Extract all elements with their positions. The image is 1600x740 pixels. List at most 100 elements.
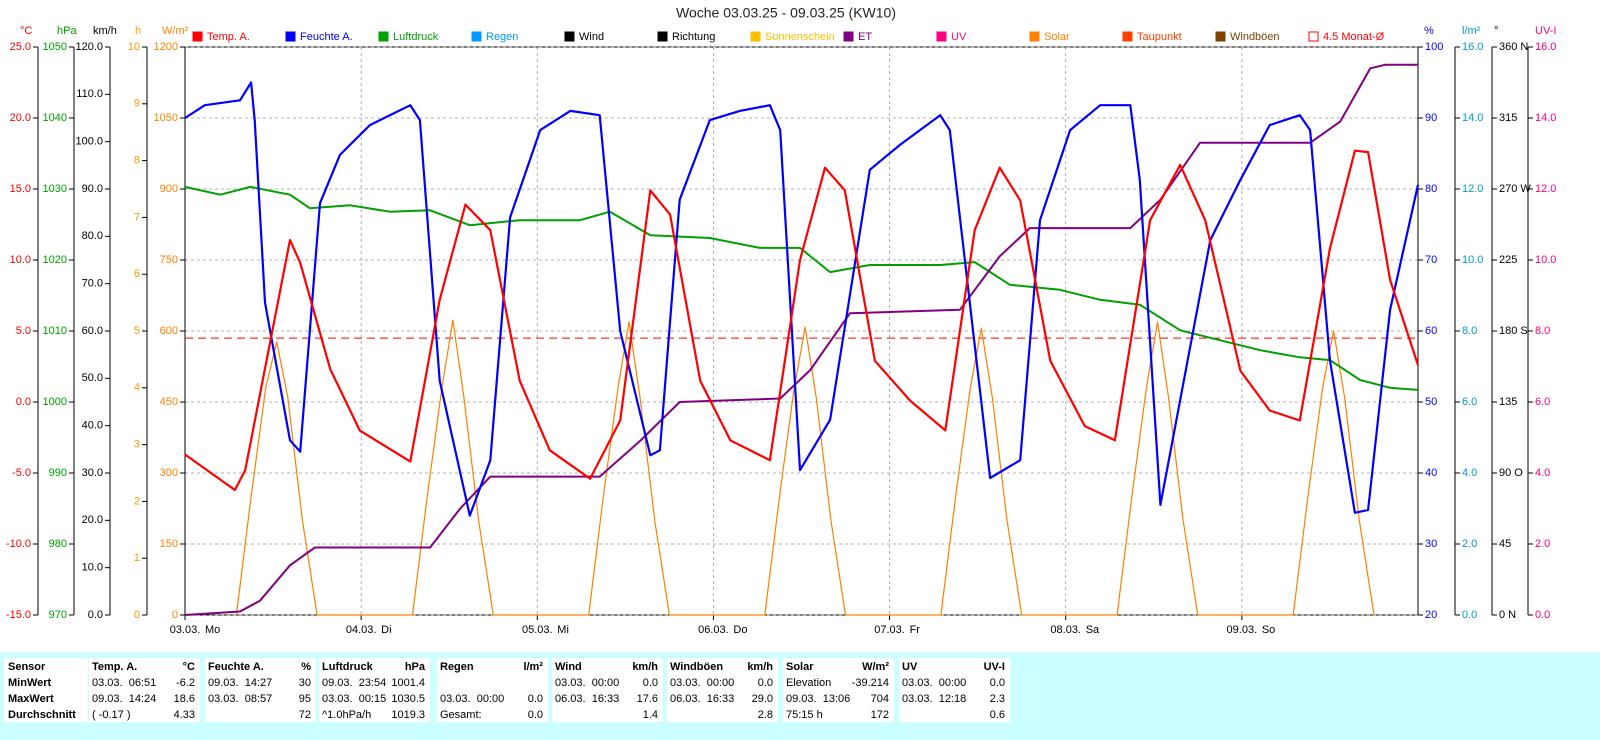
y-tick-label: 80.0 — [82, 230, 103, 242]
legend-swatch — [936, 31, 947, 42]
y-tick-label: 10.0 — [82, 562, 103, 574]
y-tick-label: 10.0 — [1535, 254, 1556, 266]
y-tick-label: 360 N — [1499, 41, 1528, 53]
y-tick-label: 0.0 — [1462, 609, 1477, 621]
y-tick-label: 80 — [1425, 183, 1437, 195]
legend-swatch — [192, 31, 203, 42]
y-tick-label: 15.0 — [10, 183, 31, 195]
y-tick-label: 30.0 — [82, 467, 103, 479]
x-tick-label: 03.03. — [170, 624, 201, 636]
weekday-label: Di — [381, 624, 391, 636]
table-value: 704 — [871, 693, 889, 705]
y-tick-label: 14.0 — [1462, 112, 1483, 124]
y-tick-label: 315 — [1499, 112, 1517, 124]
axis-unit: ° — [1494, 25, 1498, 37]
table-cell-bg — [783, 658, 894, 722]
table-value: 0.6 — [990, 709, 1005, 721]
axis-unit: W/m² — [162, 25, 189, 37]
table-cell: 09.03. 14:24 — [92, 693, 156, 705]
table-cell-bg — [89, 658, 200, 722]
legend-label: Solar — [1044, 31, 1070, 43]
y-tick-label: 6.0 — [1535, 396, 1550, 408]
table-column-unit: hPa — [405, 661, 426, 673]
y-tick-label: 90.0 — [82, 183, 103, 195]
y-tick-label: 4.0 — [1462, 467, 1477, 479]
y-tick-label: 0.0 — [88, 609, 103, 621]
y-tick-label: 60 — [1425, 325, 1437, 337]
table-cell-bg — [437, 658, 548, 722]
legend-swatch — [1215, 31, 1226, 42]
table-cell-bg — [4, 658, 88, 722]
y-tick-label: 20 — [1425, 609, 1437, 621]
table-row-label: Durchschnitt — [8, 709, 76, 721]
y-tick-label: 10 — [128, 41, 140, 53]
table-cell-bg — [667, 658, 778, 722]
weekday-label: Sa — [1086, 624, 1100, 636]
y-tick-label: 0 N — [1499, 609, 1516, 621]
weekday-label: Mo — [205, 624, 220, 636]
chart-title: Woche 03.03.25 - 09.03.25 (KW10) — [676, 5, 896, 21]
y-tick-label: 8.0 — [1535, 325, 1550, 337]
legend-label: Feuchte A. — [300, 31, 353, 43]
y-tick-label: 225 — [1499, 254, 1517, 266]
x-tick-label: 08.03. — [1050, 624, 1081, 636]
series-line — [235, 319, 1375, 616]
legend-label: ET — [858, 31, 872, 43]
legend-swatch — [1122, 31, 1133, 42]
table-cell: 06.03. 16:33 — [670, 693, 734, 705]
y-tick-label: 5 — [134, 325, 140, 337]
table-row-label: MinWert — [8, 677, 52, 689]
table-cell: 03.03. 00:00 — [440, 693, 504, 705]
y-tick-label: 2.0 — [1462, 538, 1477, 550]
weekday-label: Mi — [557, 624, 569, 636]
y-tick-label: 4.0 — [1535, 467, 1550, 479]
table-column-unit: % — [301, 661, 311, 673]
y-tick-label: 1010 — [43, 325, 67, 337]
series-line — [184, 185, 1419, 391]
legend-swatch — [1029, 31, 1040, 42]
table-value: 1.4 — [643, 709, 658, 721]
y-tick-label: 9 — [134, 98, 140, 110]
series-line — [184, 149, 1420, 492]
table-cell: ( -0.17 ) — [92, 709, 131, 721]
legend-label: UV — [951, 31, 967, 43]
table-value: -6.2 — [176, 677, 195, 689]
weekday-label: Fr — [910, 624, 921, 636]
legend-label: Regen — [486, 31, 518, 43]
y-tick-label: 7 — [134, 211, 140, 223]
y-tick-label: 1020 — [43, 254, 67, 266]
table-column-name: Feuchte A. — [208, 661, 264, 673]
y-tick-label: -5.0 — [12, 467, 31, 479]
table-value: -39.214 — [852, 677, 889, 689]
y-tick-label: 750 — [160, 254, 178, 266]
table-column-name: Wind — [555, 661, 582, 673]
y-tick-label: 2 — [134, 495, 140, 507]
table-value: 2.8 — [758, 709, 773, 721]
y-tick-label: 990 — [49, 467, 67, 479]
legend-label: Richtung — [672, 31, 715, 43]
y-tick-label: 70 — [1425, 254, 1437, 266]
table-column-unit: W/m² — [862, 661, 889, 673]
y-tick-label: 0.0 — [1535, 609, 1550, 621]
y-tick-label: 14.0 — [1535, 112, 1556, 124]
table-value: 0.0 — [643, 677, 658, 689]
y-tick-label: 5.0 — [16, 325, 31, 337]
table-value: 4.33 — [174, 709, 195, 721]
axis-unit: hPa — [57, 25, 77, 37]
table-cell: Elevation — [786, 677, 831, 689]
table-column-unit: km/h — [747, 661, 773, 673]
legend-label: Sonnenschein — [765, 31, 835, 43]
y-tick-label: 20.0 — [82, 514, 103, 526]
y-tick-label: 6 — [134, 268, 140, 280]
table-value: 18.6 — [174, 693, 195, 705]
table-cell: 03.03. 08:57 — [208, 693, 272, 705]
y-tick-label: 20.0 — [10, 112, 31, 124]
table-cell: 03.03. 06:51 — [92, 677, 156, 689]
table-value: 1030.5 — [391, 693, 425, 705]
table-cell-bg — [319, 658, 430, 722]
y-tick-label: 6.0 — [1462, 396, 1477, 408]
legend-label: Luftdruck — [393, 31, 439, 43]
y-tick-label: 90 — [1425, 112, 1437, 124]
table-column-name: Luftdruck — [322, 661, 374, 673]
